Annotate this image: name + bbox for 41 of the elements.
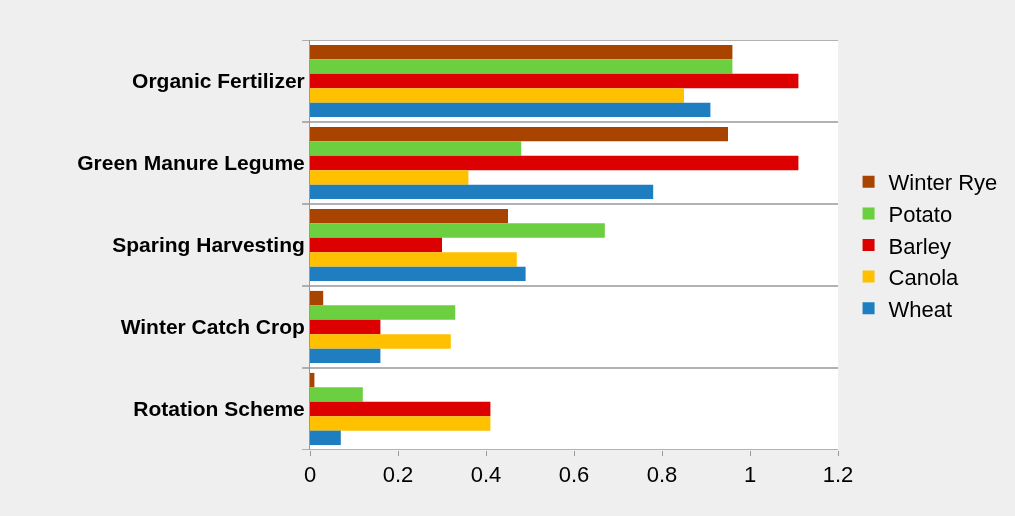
bar (310, 319, 381, 335)
legend-label: Wheat (888, 296, 953, 322)
bar (310, 208, 508, 224)
bar (310, 305, 456, 320)
y-tick-label: Winter Catch Crop (120, 315, 305, 339)
bar (310, 155, 799, 171)
x-tick-label: 0.4 (470, 462, 502, 488)
x-tick-label: 0.6 (558, 462, 590, 488)
legend-label: Canola (888, 265, 960, 291)
bar (310, 290, 324, 306)
bar (310, 126, 728, 142)
bar (310, 223, 605, 238)
bar (310, 237, 442, 253)
bar (310, 59, 733, 74)
bar (310, 88, 684, 103)
y-tick-label: Sparing Harvesting (112, 233, 305, 257)
y-tick-label: Green Manure Legume (77, 151, 305, 175)
legend-label: Winter Rye (888, 170, 998, 196)
bar (310, 44, 733, 60)
bar (310, 184, 654, 200)
bar (310, 334, 451, 349)
bar (310, 266, 526, 282)
y-tick-label: Rotation Scheme (133, 397, 305, 421)
bar (310, 102, 711, 118)
bar (310, 170, 469, 185)
bar (310, 252, 517, 267)
x-tick-label: 1 (743, 462, 757, 488)
x-tick-label: 0 (303, 462, 317, 488)
legend-label: Potato (888, 201, 953, 227)
x-tick-label: 1.2 (822, 462, 854, 488)
y-tick-label: Organic Fertilizer (132, 69, 305, 93)
bar (310, 73, 799, 89)
bar (310, 348, 381, 364)
legend-label: Barley (888, 233, 951, 259)
bar (310, 416, 491, 431)
bar (310, 430, 341, 446)
x-tick-label: 0.8 (646, 462, 678, 488)
bar (310, 401, 491, 417)
bar (310, 387, 363, 402)
bar (310, 141, 522, 156)
x-tick-label: 0.2 (382, 462, 414, 488)
